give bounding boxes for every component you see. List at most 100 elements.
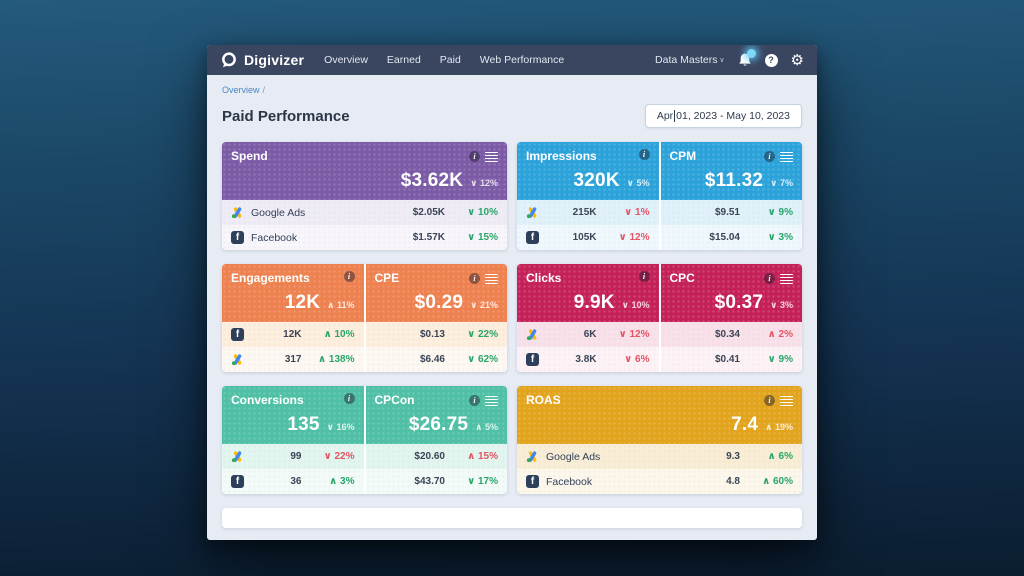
- digivizer-logo-icon: [222, 52, 236, 68]
- top-navbar: Digivizer Overview Earned Paid Web Perfo…: [207, 45, 817, 75]
- info-icon[interactable]: [343, 393, 355, 404]
- table-row[interactable]: $9.51 ∨ 9%: [660, 200, 802, 225]
- table-row[interactable]: 6K ∨ 12%: [517, 322, 659, 347]
- table-row[interactable]: $20.60 ∧ 15%: [365, 444, 507, 469]
- table-row[interactable]: $0.34 ∧ 2%: [660, 322, 802, 347]
- row-value: $1.57K: [412, 232, 445, 243]
- table-row[interactable]: $43.70 ∨ 17%: [365, 469, 507, 494]
- info-icon[interactable]: [469, 151, 480, 163]
- table-row[interactable]: Google Ads $2.05K ∨ 10%: [222, 200, 507, 225]
- table-row[interactable]: 3.8K ∨ 6%: [517, 347, 659, 372]
- facebook-icon: [526, 475, 539, 488]
- metric-delta: ∧ 11%: [327, 300, 355, 310]
- card-header: Spend $3.62K ∨ 12%: [222, 142, 507, 200]
- row-value: 215K: [572, 207, 597, 218]
- metric-delta: ∨ 12%: [470, 178, 498, 188]
- menu-icon[interactable]: [780, 149, 793, 165]
- platform-label: Facebook: [251, 231, 298, 244]
- table-row[interactable]: 215K ∨ 1%: [517, 200, 659, 225]
- nav-item-paid[interactable]: Paid: [439, 54, 461, 66]
- row-delta: ∨ 3%: [767, 232, 793, 243]
- card-header: CPE $0.29 ∨ 21%: [365, 264, 507, 322]
- row-delta: ∧ 6%: [767, 451, 793, 462]
- page-title: Paid Performance: [222, 107, 350, 125]
- cpe-subcard: CPE $0.29 ∨ 21% $0.13 ∨: [365, 264, 507, 372]
- cpcon-subcard: CPCon $26.75 ∧ 5% $20.60: [365, 386, 507, 494]
- cpc-subcard: CPC $0.37 ∨ 3% $0.34 ∧: [660, 264, 802, 372]
- table-row[interactable]: 105K ∨ 12%: [517, 225, 659, 250]
- metric-delta: ∨ 7%: [770, 178, 793, 188]
- facebook-icon: [526, 353, 539, 366]
- card-header: Clicks 9.9K ∨ 10%: [517, 264, 659, 322]
- notification-badge: [746, 49, 756, 58]
- row-value: $0.34: [714, 329, 740, 340]
- menu-icon[interactable]: [780, 393, 793, 409]
- account-dropdown[interactable]: Data Masters: [655, 54, 725, 66]
- brand[interactable]: Digivizer: [220, 51, 304, 69]
- info-icon[interactable]: [764, 273, 775, 285]
- nav-item-web-performance[interactable]: Web Performance: [479, 54, 565, 66]
- metric-value: $0.37: [714, 292, 764, 313]
- menu-icon[interactable]: [485, 271, 498, 287]
- engagements-subcard: Engagements 12K ∧ 11% 12K ∧ 10%: [222, 264, 364, 372]
- google-ads-icon: [231, 450, 244, 463]
- google-ads-icon: [526, 450, 539, 463]
- info-icon[interactable]: [469, 395, 480, 407]
- breadcrumb-overview-link[interactable]: Overview: [222, 85, 260, 95]
- row-delta: ∧ 15%: [467, 451, 498, 462]
- conversions-cpcon-card: Conversions 135 ∨ 16% 99 ∨ 22%: [222, 386, 507, 494]
- table-row[interactable]: $6.46 ∨ 62%: [365, 347, 507, 372]
- metric-value: 320K: [573, 170, 620, 191]
- breadcrumb: Overview /: [222, 85, 802, 95]
- google-ads-icon: [526, 328, 539, 341]
- menu-icon[interactable]: [485, 149, 498, 165]
- row-delta: ∨ 22%: [323, 451, 355, 462]
- info-icon[interactable]: [764, 151, 775, 163]
- info-icon[interactable]: [638, 149, 650, 160]
- table-row[interactable]: Google Ads 9.3 ∧ 6%: [517, 444, 802, 469]
- table-row[interactable]: 12K ∧ 10%: [222, 322, 364, 347]
- table-row[interactable]: Facebook 4.8 ∧ 60%: [517, 469, 802, 494]
- info-icon[interactable]: [469, 273, 480, 285]
- date-range-input[interactable]: Apr 01, 2023 - May 10, 2023: [644, 104, 802, 128]
- menu-icon[interactable]: [485, 393, 498, 409]
- platform-label: Google Ads: [251, 206, 306, 219]
- info-icon[interactable]: [638, 271, 650, 282]
- metric-delta: ∨ 5%: [626, 178, 650, 188]
- nav-item-earned[interactable]: Earned: [386, 54, 421, 66]
- table-row[interactable]: $0.41 ∨ 9%: [660, 347, 802, 372]
- cpm-subcard: CPM $11.32 ∨ 7% $9.51 ∨: [660, 142, 802, 250]
- row-delta: ∧ 10%: [323, 329, 355, 340]
- table-row[interactable]: 99 ∨ 22%: [222, 444, 364, 469]
- row-value: 3.8K: [575, 354, 597, 365]
- google-ads-icon: [231, 353, 244, 366]
- engagements-cpe-card: Engagements 12K ∧ 11% 12K ∧ 10%: [222, 264, 507, 372]
- card-title: CPE: [374, 271, 400, 285]
- notifications-button[interactable]: [738, 49, 756, 67]
- row-value: $15.04: [709, 232, 740, 243]
- info-icon[interactable]: [343, 271, 355, 282]
- table-row[interactable]: 317 ∧ 138%: [222, 347, 364, 372]
- table-row[interactable]: $0.13 ∨ 22%: [365, 322, 507, 347]
- row-delta: ∨ 12%: [618, 329, 650, 340]
- card-title: Conversions: [231, 393, 304, 407]
- metric-value: $26.75: [408, 414, 469, 435]
- table-row[interactable]: Facebook $1.57K ∨ 15%: [222, 225, 507, 250]
- metrics-grid: Spend $3.62K ∨ 12% Google Ads $2.05K: [222, 142, 802, 528]
- row-delta: ∧ 2%: [767, 329, 793, 340]
- impressions-cpm-card: Impressions 320K ∨ 5% 215K ∨ 1%: [517, 142, 802, 250]
- gear-icon[interactable]: [791, 53, 804, 68]
- app-window: Digivizer Overview Earned Paid Web Perfo…: [207, 45, 817, 540]
- table-row[interactable]: 36 ∧ 3%: [222, 469, 364, 494]
- row-delta: ∨ 6%: [624, 354, 650, 365]
- row-delta: ∨ 10%: [467, 207, 498, 218]
- help-icon[interactable]: [764, 53, 778, 67]
- row-value: $43.70: [414, 476, 445, 487]
- conversions-subcard: Conversions 135 ∨ 16% 99 ∨ 22%: [222, 386, 364, 494]
- row-delta: ∨ 17%: [467, 476, 498, 487]
- table-row[interactable]: $15.04 ∨ 3%: [660, 225, 802, 250]
- menu-icon[interactable]: [780, 271, 793, 287]
- nav-item-overview[interactable]: Overview: [324, 54, 368, 66]
- info-icon[interactable]: [764, 395, 775, 407]
- card-title: ROAS: [526, 393, 561, 407]
